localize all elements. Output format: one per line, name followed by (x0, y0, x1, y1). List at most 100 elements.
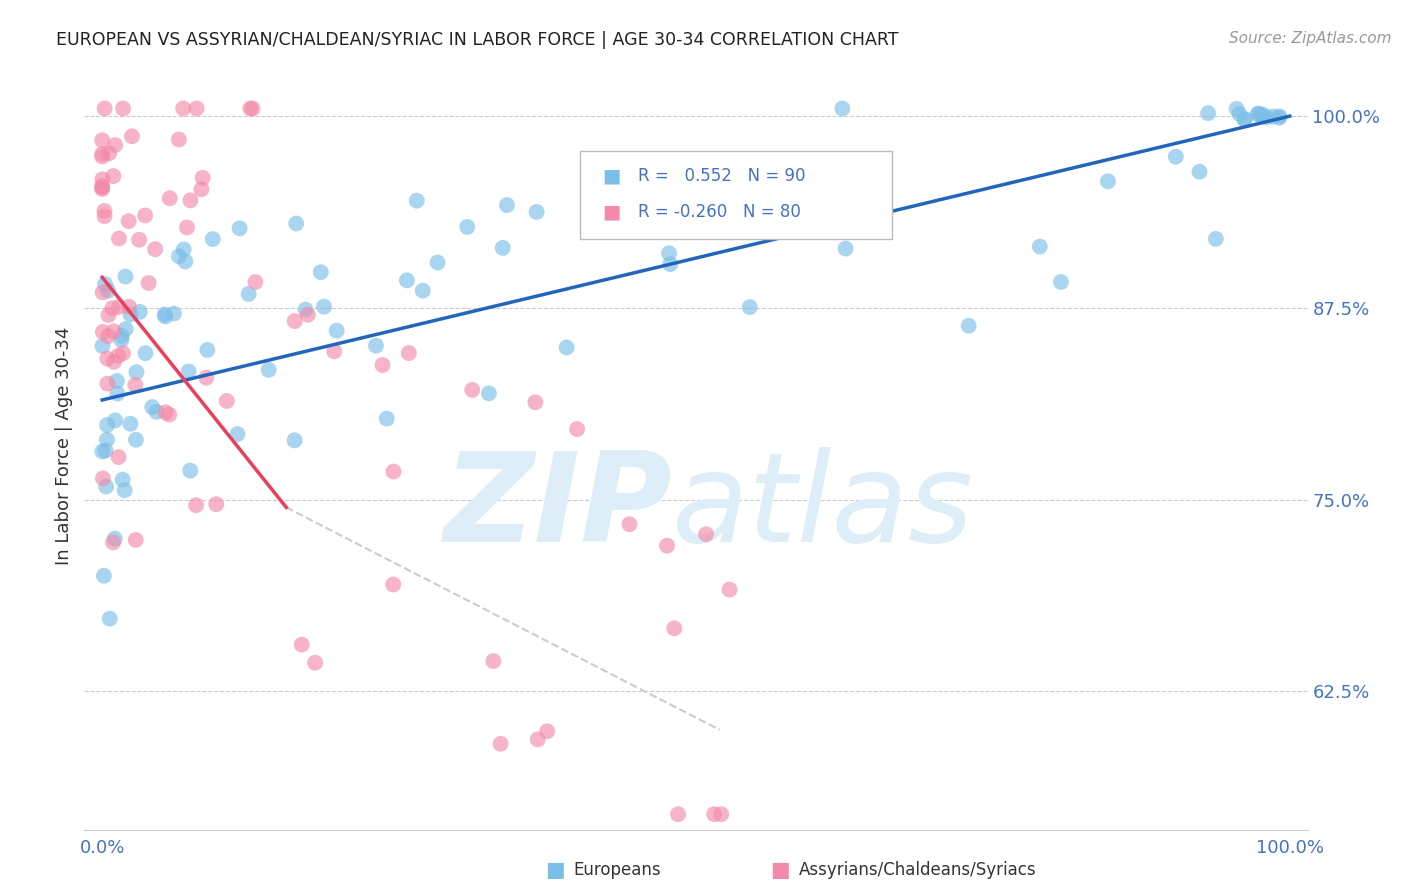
Point (291, 638, 314, 652)
Point (1188, 164, 1211, 178)
Point (97, 308, 120, 322)
Point (125, 365, 148, 379)
Text: ■: ■ (546, 860, 565, 880)
Point (426, 255, 449, 269)
Point (96, 479, 118, 493)
Point (718, 582, 741, 597)
Point (1247, 106, 1270, 120)
Point (957, 318, 980, 333)
Point (655, 539, 678, 553)
Point (238, 287, 260, 301)
Point (108, 231, 131, 245)
Point (294, 302, 316, 317)
Point (110, 333, 132, 347)
Point (703, 807, 725, 822)
Point (710, 807, 733, 822)
Point (112, 102, 135, 116)
Point (173, 243, 195, 257)
Point (143, 242, 166, 256)
Point (124, 378, 146, 392)
Point (138, 276, 160, 290)
Point (304, 656, 326, 670)
Point (91, 147, 114, 161)
Point (91, 172, 114, 186)
Point (114, 322, 136, 336)
Point (1251, 107, 1274, 121)
Point (375, 411, 398, 425)
Point (190, 182, 212, 196)
Text: ZIP: ZIP (443, 447, 672, 568)
Point (673, 211, 696, 225)
Point (145, 405, 167, 419)
Point (97, 284, 120, 298)
Point (159, 191, 181, 205)
Point (134, 346, 156, 360)
Point (492, 241, 515, 255)
Point (91, 471, 114, 485)
Point (184, 498, 207, 512)
Point (107, 386, 129, 401)
Point (201, 232, 224, 246)
Point (605, 210, 627, 224)
Text: ■: ■ (770, 860, 790, 880)
Point (167, 132, 190, 146)
Point (153, 307, 176, 321)
Point (1226, 102, 1249, 116)
Text: ■: ■ (602, 202, 620, 221)
Point (1097, 174, 1119, 188)
Point (195, 370, 218, 384)
Point (120, 307, 142, 321)
Point (96, 417, 118, 432)
Point (461, 383, 484, 397)
Point (155, 310, 177, 324)
Point (285, 217, 308, 231)
Point (93, 203, 115, 218)
Point (197, 343, 219, 357)
Point (91, 339, 114, 353)
Point (619, 517, 641, 532)
Point (496, 198, 519, 212)
Point (565, 422, 588, 436)
Point (91, 285, 114, 300)
Point (489, 737, 512, 751)
Point (1205, 232, 1227, 246)
FancyBboxPatch shape (579, 151, 891, 239)
Point (94, 443, 117, 458)
Point (93, 102, 115, 116)
Point (103, 169, 125, 183)
Point (179, 194, 201, 208)
Point (103, 324, 125, 338)
Point (283, 434, 305, 448)
Point (91, 178, 114, 193)
Point (312, 300, 335, 314)
Point (125, 533, 148, 547)
Point (382, 465, 405, 479)
Point (666, 807, 689, 822)
Point (108, 300, 131, 314)
Point (526, 205, 548, 219)
Point (101, 301, 124, 316)
Point (1197, 106, 1219, 120)
Point (155, 405, 177, 419)
Point (174, 254, 197, 268)
Point (395, 273, 418, 287)
Point (738, 300, 761, 314)
Point (114, 483, 136, 498)
Point (1263, 110, 1285, 124)
Point (482, 654, 505, 668)
Point (412, 284, 434, 298)
Point (228, 221, 250, 235)
Point (104, 532, 127, 546)
Point (120, 417, 142, 431)
Text: Assyrians/Chaldeans/Syriacs: Assyrians/Chaldeans/Syriacs (799, 861, 1036, 879)
Point (658, 246, 681, 260)
Point (111, 328, 134, 343)
Point (111, 473, 134, 487)
Point (205, 497, 228, 511)
Point (371, 358, 394, 372)
Point (104, 413, 127, 427)
Point (134, 209, 156, 223)
Point (245, 275, 267, 289)
Point (96, 376, 118, 391)
Point (382, 577, 405, 591)
